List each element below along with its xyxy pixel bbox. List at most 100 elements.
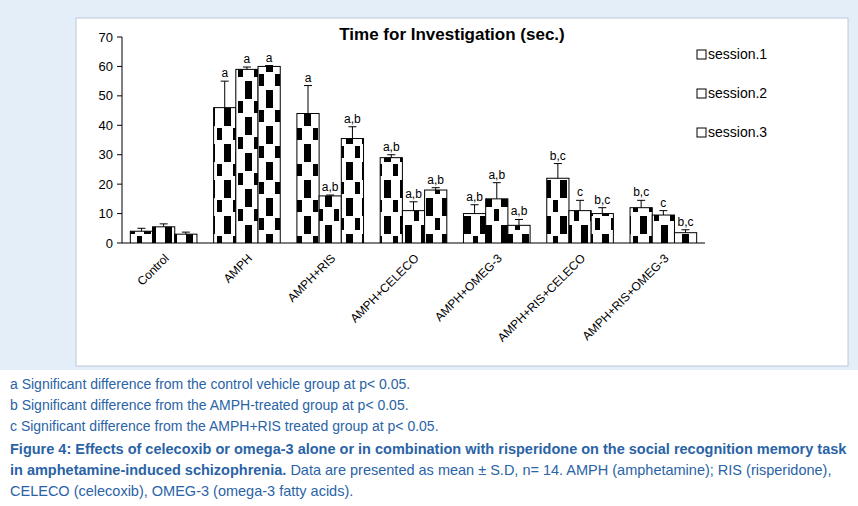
significance-label: a,b <box>427 173 444 187</box>
error-stem <box>580 200 581 210</box>
error-stem <box>518 219 519 225</box>
y-tick-label: 30 <box>99 147 113 162</box>
significance-label: a <box>221 66 228 80</box>
error-cap <box>659 210 667 211</box>
error-stem <box>641 200 642 207</box>
significance-label: b,c <box>633 185 649 199</box>
error-bar <box>387 155 395 158</box>
significance-label: b,c <box>550 149 566 163</box>
error-cap <box>432 187 440 188</box>
error-cap <box>598 207 606 208</box>
error-bar <box>326 195 334 197</box>
error-cap <box>221 81 229 82</box>
y-tick-label: 60 <box>99 59 113 74</box>
error-bar <box>137 228 145 231</box>
y-tick-label: 40 <box>99 118 113 133</box>
error-cap <box>387 154 395 155</box>
footnote: b Significant difference from the AMPH-t… <box>10 395 852 416</box>
significance-label: c <box>660 196 666 210</box>
bar <box>425 190 447 243</box>
bar <box>153 227 175 243</box>
caption: Figure 4: Effects of celecoxib or omega-… <box>10 439 852 502</box>
error-stem <box>663 211 664 215</box>
error-bar <box>410 202 418 211</box>
significance-label: a,b <box>322 180 339 194</box>
figure: Time for Investigation (sec.)01020304050… <box>0 0 858 506</box>
y-tick <box>117 184 122 185</box>
legend-label: session.1 <box>708 46 767 62</box>
y-tick <box>117 95 122 96</box>
y-tick <box>117 37 122 38</box>
significance-label: a <box>305 71 312 85</box>
error-stem <box>352 127 353 139</box>
legend: session.1 session.2 session.3 <box>697 46 767 140</box>
bar <box>380 158 402 243</box>
significance-label: a,b <box>466 190 483 204</box>
error-cap <box>160 223 168 224</box>
error-cap <box>348 126 356 127</box>
error-bar <box>659 211 667 215</box>
bar <box>319 196 341 243</box>
bar <box>547 178 569 243</box>
error-cap <box>554 163 562 164</box>
legend-swatch <box>697 89 706 98</box>
error-bar <box>348 127 356 139</box>
error-stem <box>496 183 497 199</box>
footnote: c Significant difference from the AMPH+R… <box>10 416 852 437</box>
legend-swatch <box>697 128 706 137</box>
bar <box>175 234 197 243</box>
y-tick <box>117 243 122 244</box>
chart-background <box>76 18 848 366</box>
y-tick <box>117 125 122 126</box>
bar <box>341 139 363 243</box>
y-tick-label: 10 <box>99 206 113 221</box>
bar <box>402 211 424 243</box>
error-bar <box>432 188 440 190</box>
error-bar <box>265 65 273 67</box>
y-axis <box>122 37 123 243</box>
error-cap <box>576 200 584 201</box>
category-label: AMPH+RIS+CELECO <box>495 251 588 344</box>
significance-label: a,b <box>405 187 422 201</box>
bar <box>674 233 696 243</box>
significance-label: a,b <box>511 204 528 218</box>
y-tick-label: 0 <box>106 236 113 251</box>
footnote: a Significant difference from the contro… <box>10 374 852 395</box>
significance-label: b,c <box>594 193 610 207</box>
bar <box>258 66 280 243</box>
legend-label: session.2 <box>708 85 767 101</box>
legend-label: session.3 <box>708 124 767 140</box>
error-bar <box>304 86 312 114</box>
error-cap <box>637 200 645 201</box>
error-cap <box>137 228 145 229</box>
category-label: AMPH+RIS <box>285 251 339 305</box>
category-label: AMPH+RIS+OMEG-3 <box>580 251 672 343</box>
error-stem <box>474 205 475 214</box>
error-stem <box>224 81 225 107</box>
error-bar <box>576 200 584 210</box>
bar <box>297 114 319 243</box>
error-cap <box>326 195 334 196</box>
error-cap <box>265 65 273 66</box>
error-bar <box>471 205 479 214</box>
bar <box>463 214 485 243</box>
significance-label: b,c <box>678 215 694 229</box>
error-stem <box>557 164 558 179</box>
significance-label: a,b <box>344 112 361 126</box>
error-stem <box>413 202 414 211</box>
error-bar <box>182 232 190 234</box>
bar <box>236 69 258 243</box>
error-cap <box>493 182 501 183</box>
significance-label: a,b <box>488 168 505 182</box>
error-bar <box>243 67 251 69</box>
notes: a Significant difference from the contro… <box>10 374 852 502</box>
bar <box>591 214 613 243</box>
error-bar <box>493 183 501 199</box>
error-cap <box>515 219 523 220</box>
error-cap <box>182 232 190 233</box>
error-cap <box>304 85 312 86</box>
error-cap <box>243 67 251 68</box>
significance-label: c <box>577 185 583 199</box>
bar <box>569 211 591 243</box>
y-tick-label: 20 <box>99 177 113 192</box>
